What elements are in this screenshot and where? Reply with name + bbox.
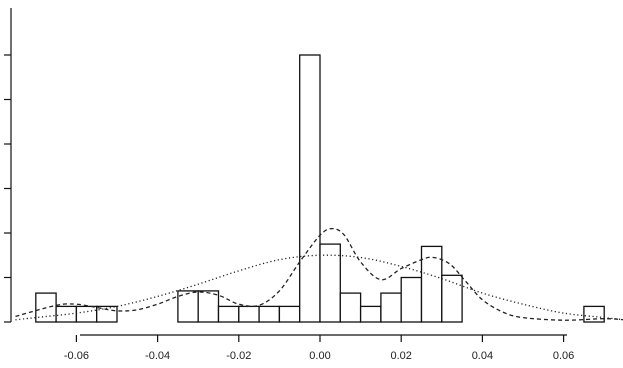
histogram-bar [400,276,423,323]
histogram-bar [380,292,402,323]
x-tick-label: -0.02 [226,350,251,362]
histogram-bar [197,290,220,323]
x-tick-label: -0.04 [145,350,170,362]
x-tick-label: 0.04 [472,350,493,362]
histogram-bar [238,305,260,323]
x-tick-label: -0.06 [64,350,89,362]
histogram-bar [319,243,341,323]
y-axis [4,8,12,323]
x-tick-label: 0.02 [390,350,411,362]
histogram-bar [583,305,605,323]
histogram-bar [75,305,98,323]
dashed-density-curve [15,227,623,321]
histogram-bar [339,292,362,323]
histogram-bars [35,54,605,323]
x-tick-label: 0.06 [553,350,574,362]
histogram-bar [299,54,321,323]
x-axis: -0.06 -0.04 -0.02 0.00 0.02 0.04 0.06 [64,334,574,362]
histogram-bar [258,305,281,323]
histogram-bar [420,245,443,323]
dotted-density-curve [15,254,623,321]
histogram-bar [55,305,78,323]
histogram-bar [217,305,240,323]
histogram-bar [359,305,382,323]
density-curves [15,227,623,321]
histogram-bar [441,274,463,323]
x-tick-label: 0.00 [309,350,330,362]
histogram-bar [278,305,301,323]
